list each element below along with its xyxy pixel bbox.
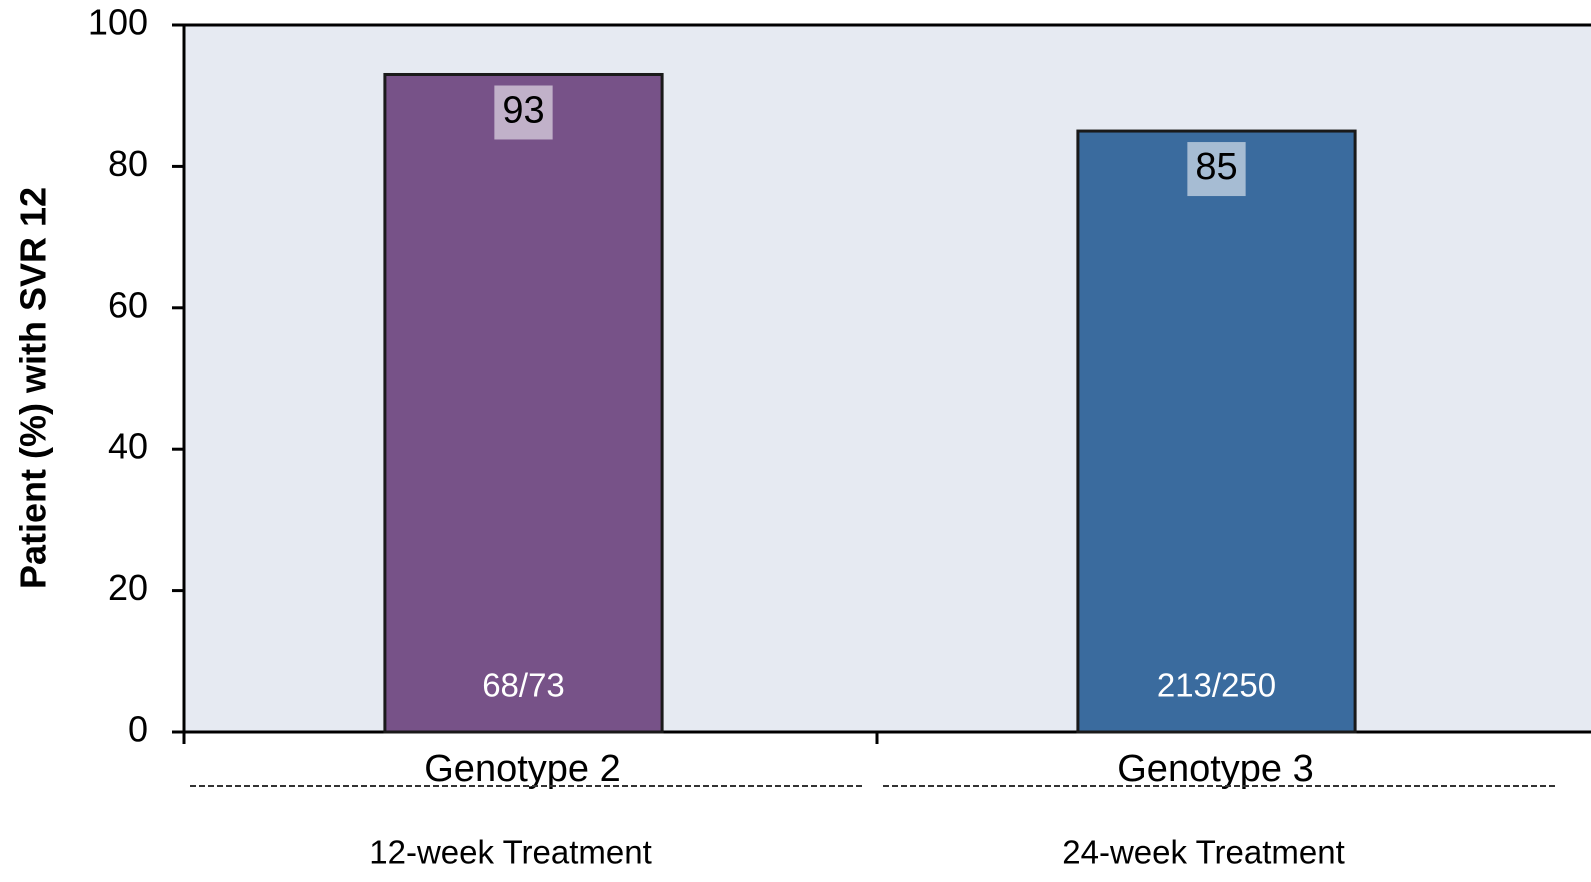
bar <box>383 72 664 734</box>
y-axis-label: Patient (%) with SVR 12 <box>13 187 54 589</box>
x-tick-label: Genotype 2 <box>424 748 620 790</box>
bar-annotation: 68/73 <box>482 667 565 704</box>
value-label: 93 <box>502 90 544 132</box>
value-label-box <box>494 85 553 140</box>
x-sublabel: 24-week Treatment <box>1062 834 1344 871</box>
y-tick-label: 100 <box>88 2 148 43</box>
y-tick-label: 0 <box>128 709 148 750</box>
bar <box>1076 129 1357 734</box>
x-sublabel: 12-week Treatment <box>369 834 651 871</box>
y-tick-label: 80 <box>108 143 148 184</box>
y-tick-label: 20 <box>108 567 148 608</box>
y-tick-label: 40 <box>108 426 148 467</box>
x-tick-label: Genotype 3 <box>1117 748 1313 790</box>
value-label-box <box>1187 142 1246 197</box>
value-label: 85 <box>1195 146 1237 188</box>
bar-annotation: 213/250 <box>1157 667 1276 704</box>
y-tick-label: 60 <box>108 284 148 325</box>
